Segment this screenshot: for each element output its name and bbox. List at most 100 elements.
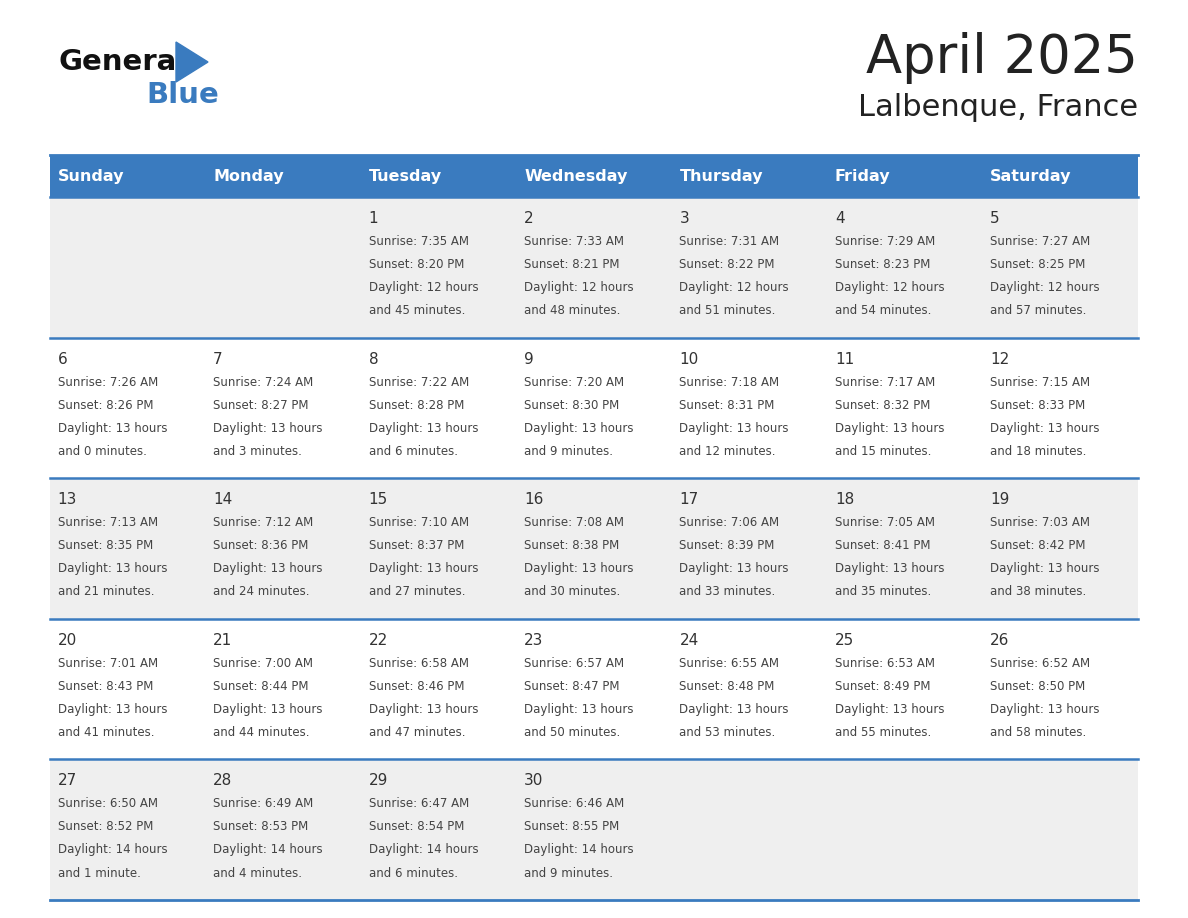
Text: and 9 minutes.: and 9 minutes. bbox=[524, 867, 613, 879]
Text: and 6 minutes.: and 6 minutes. bbox=[368, 444, 457, 458]
Text: 6: 6 bbox=[58, 352, 68, 366]
Text: Sunrise: 7:00 AM: Sunrise: 7:00 AM bbox=[213, 656, 314, 670]
Text: Sunrise: 7:05 AM: Sunrise: 7:05 AM bbox=[835, 516, 935, 529]
Text: and 51 minutes.: and 51 minutes. bbox=[680, 304, 776, 317]
Text: Sunrise: 7:22 AM: Sunrise: 7:22 AM bbox=[368, 375, 469, 388]
Text: Wednesday: Wednesday bbox=[524, 169, 627, 184]
Text: and 53 minutes.: and 53 minutes. bbox=[680, 726, 776, 739]
Text: Daylight: 12 hours: Daylight: 12 hours bbox=[991, 281, 1100, 294]
Text: Sunrise: 7:17 AM: Sunrise: 7:17 AM bbox=[835, 375, 935, 388]
Text: Sunset: 8:46 PM: Sunset: 8:46 PM bbox=[368, 680, 465, 693]
Text: and 54 minutes.: and 54 minutes. bbox=[835, 304, 931, 317]
Text: 2: 2 bbox=[524, 211, 533, 226]
Text: and 55 minutes.: and 55 minutes. bbox=[835, 726, 931, 739]
Text: Sunrise: 6:49 AM: Sunrise: 6:49 AM bbox=[213, 798, 314, 811]
Bar bbox=[206, 155, 361, 197]
Text: and 30 minutes.: and 30 minutes. bbox=[524, 586, 620, 599]
Text: Sunrise: 6:50 AM: Sunrise: 6:50 AM bbox=[58, 798, 158, 811]
Text: 24: 24 bbox=[680, 633, 699, 648]
Text: Daylight: 13 hours: Daylight: 13 hours bbox=[991, 703, 1100, 716]
Text: Sunset: 8:27 PM: Sunset: 8:27 PM bbox=[213, 398, 309, 411]
Text: 3: 3 bbox=[680, 211, 689, 226]
Bar bbox=[517, 155, 671, 197]
Bar bbox=[50, 478, 1138, 619]
Text: 29: 29 bbox=[368, 773, 388, 789]
Text: 25: 25 bbox=[835, 633, 854, 648]
Text: Daylight: 13 hours: Daylight: 13 hours bbox=[213, 421, 323, 435]
Text: and 12 minutes.: and 12 minutes. bbox=[680, 444, 776, 458]
Text: Sunrise: 6:55 AM: Sunrise: 6:55 AM bbox=[680, 656, 779, 670]
Text: Daylight: 12 hours: Daylight: 12 hours bbox=[524, 281, 633, 294]
Text: Sunset: 8:37 PM: Sunset: 8:37 PM bbox=[368, 539, 465, 553]
Text: Daylight: 13 hours: Daylight: 13 hours bbox=[213, 703, 323, 716]
Text: Sunday: Sunday bbox=[58, 169, 125, 184]
Text: Sunrise: 7:31 AM: Sunrise: 7:31 AM bbox=[680, 235, 779, 248]
Text: Daylight: 14 hours: Daylight: 14 hours bbox=[213, 844, 323, 856]
Text: Sunset: 8:43 PM: Sunset: 8:43 PM bbox=[58, 680, 153, 693]
Text: Monday: Monday bbox=[213, 169, 284, 184]
Text: and 33 minutes.: and 33 minutes. bbox=[680, 586, 776, 599]
Text: Daylight: 13 hours: Daylight: 13 hours bbox=[368, 703, 478, 716]
Text: Daylight: 13 hours: Daylight: 13 hours bbox=[524, 421, 633, 435]
Text: 9: 9 bbox=[524, 352, 533, 366]
Text: 1: 1 bbox=[368, 211, 378, 226]
Text: Sunset: 8:35 PM: Sunset: 8:35 PM bbox=[58, 539, 153, 553]
Text: Sunset: 8:47 PM: Sunset: 8:47 PM bbox=[524, 680, 620, 693]
Text: 13: 13 bbox=[58, 492, 77, 508]
Text: Sunset: 8:55 PM: Sunset: 8:55 PM bbox=[524, 821, 619, 834]
Bar bbox=[50, 338, 1138, 478]
Text: Sunset: 8:20 PM: Sunset: 8:20 PM bbox=[368, 258, 465, 271]
Text: Daylight: 14 hours: Daylight: 14 hours bbox=[58, 844, 168, 856]
Text: and 27 minutes.: and 27 minutes. bbox=[368, 586, 466, 599]
Text: and 4 minutes.: and 4 minutes. bbox=[213, 867, 302, 879]
Text: 16: 16 bbox=[524, 492, 543, 508]
Bar bbox=[671, 155, 827, 197]
Text: 30: 30 bbox=[524, 773, 543, 789]
Text: Daylight: 13 hours: Daylight: 13 hours bbox=[680, 421, 789, 435]
Text: Sunset: 8:36 PM: Sunset: 8:36 PM bbox=[213, 539, 309, 553]
Text: April 2025: April 2025 bbox=[866, 32, 1138, 84]
Text: and 6 minutes.: and 6 minutes. bbox=[368, 867, 457, 879]
Text: and 50 minutes.: and 50 minutes. bbox=[524, 726, 620, 739]
Text: General: General bbox=[58, 48, 187, 76]
Text: and 21 minutes.: and 21 minutes. bbox=[58, 586, 154, 599]
Bar bbox=[50, 619, 1138, 759]
Text: Daylight: 12 hours: Daylight: 12 hours bbox=[835, 281, 944, 294]
Text: Daylight: 13 hours: Daylight: 13 hours bbox=[991, 563, 1100, 576]
Text: Tuesday: Tuesday bbox=[368, 169, 442, 184]
Text: 15: 15 bbox=[368, 492, 387, 508]
Text: Sunrise: 7:08 AM: Sunrise: 7:08 AM bbox=[524, 516, 624, 529]
Text: Sunrise: 7:33 AM: Sunrise: 7:33 AM bbox=[524, 235, 624, 248]
Text: Daylight: 13 hours: Daylight: 13 hours bbox=[58, 703, 168, 716]
Text: and 38 minutes.: and 38 minutes. bbox=[991, 586, 1087, 599]
Text: and 48 minutes.: and 48 minutes. bbox=[524, 304, 620, 317]
Bar bbox=[827, 155, 982, 197]
Text: Sunrise: 6:58 AM: Sunrise: 6:58 AM bbox=[368, 656, 468, 670]
Text: 5: 5 bbox=[991, 211, 1000, 226]
Text: Daylight: 13 hours: Daylight: 13 hours bbox=[368, 421, 478, 435]
Text: Sunrise: 7:15 AM: Sunrise: 7:15 AM bbox=[991, 375, 1091, 388]
Text: Daylight: 13 hours: Daylight: 13 hours bbox=[680, 563, 789, 576]
Text: and 45 minutes.: and 45 minutes. bbox=[368, 304, 465, 317]
Text: Sunrise: 7:03 AM: Sunrise: 7:03 AM bbox=[991, 516, 1091, 529]
Text: Sunrise: 7:06 AM: Sunrise: 7:06 AM bbox=[680, 516, 779, 529]
Text: Sunrise: 6:52 AM: Sunrise: 6:52 AM bbox=[991, 656, 1091, 670]
Text: Daylight: 13 hours: Daylight: 13 hours bbox=[835, 703, 944, 716]
Text: Sunrise: 6:53 AM: Sunrise: 6:53 AM bbox=[835, 656, 935, 670]
Text: 8: 8 bbox=[368, 352, 378, 366]
Text: 23: 23 bbox=[524, 633, 543, 648]
Text: Daylight: 13 hours: Daylight: 13 hours bbox=[213, 563, 323, 576]
Text: and 15 minutes.: and 15 minutes. bbox=[835, 444, 931, 458]
Text: Daylight: 13 hours: Daylight: 13 hours bbox=[680, 703, 789, 716]
Text: Sunrise: 7:10 AM: Sunrise: 7:10 AM bbox=[368, 516, 469, 529]
Text: Blue: Blue bbox=[146, 81, 219, 109]
Text: Saturday: Saturday bbox=[991, 169, 1072, 184]
Text: Sunrise: 7:13 AM: Sunrise: 7:13 AM bbox=[58, 516, 158, 529]
Text: and 18 minutes.: and 18 minutes. bbox=[991, 444, 1087, 458]
Text: Lalbenque, France: Lalbenque, France bbox=[858, 94, 1138, 122]
Text: Sunset: 8:26 PM: Sunset: 8:26 PM bbox=[58, 398, 153, 411]
Text: Daylight: 14 hours: Daylight: 14 hours bbox=[368, 844, 479, 856]
Text: Daylight: 13 hours: Daylight: 13 hours bbox=[524, 703, 633, 716]
Text: Daylight: 12 hours: Daylight: 12 hours bbox=[368, 281, 479, 294]
Text: Sunrise: 6:57 AM: Sunrise: 6:57 AM bbox=[524, 656, 624, 670]
